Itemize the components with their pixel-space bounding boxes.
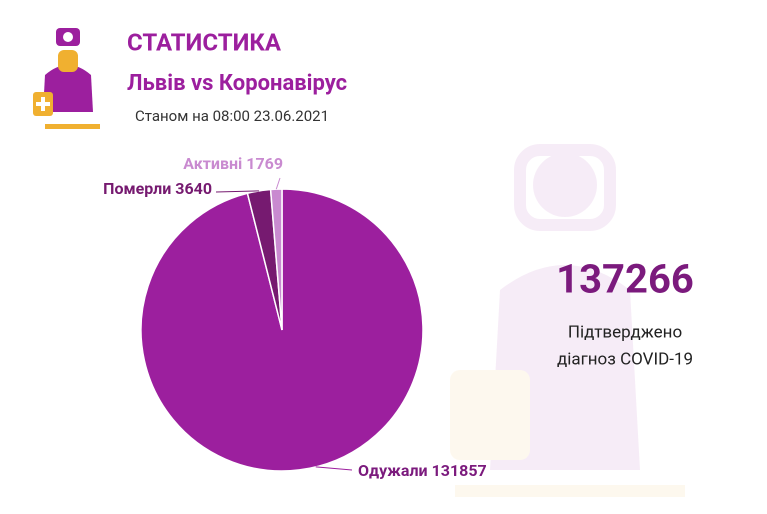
watermark-icon [450, 144, 685, 497]
slice-label: Померли 3640 [103, 179, 212, 198]
total-label: Підтверджено [568, 322, 682, 342]
leader-line [275, 177, 281, 190]
leader-line [315, 466, 353, 471]
pie-slice [269, 188, 283, 331]
total: 137266 [556, 256, 694, 303]
slice-value: 131857 [432, 461, 487, 480]
title: СТАТИСТИКА [127, 28, 282, 56]
total-label: діагноз COVID-19 [557, 349, 693, 369]
slice-category: Померли [103, 179, 171, 198]
subtitle: Львів vs Коронавірус [127, 71, 347, 96]
slice-category: Одужали [358, 461, 428, 480]
slice-value: 1769 [246, 154, 283, 173]
leader-line [215, 190, 259, 193]
slice-label: Одужали 131857 [358, 461, 487, 480]
slice-value: 3640 [175, 179, 212, 198]
slice-category: Активні [183, 154, 242, 173]
pie: Одужали 131857 Померли 3640 Активні 1769 [103, 154, 487, 480]
logo-icon [33, 28, 100, 129]
slice-label: Активні 1769 [183, 154, 283, 173]
date-note: Станом на 08:00 23.06.2021 [135, 107, 329, 125]
